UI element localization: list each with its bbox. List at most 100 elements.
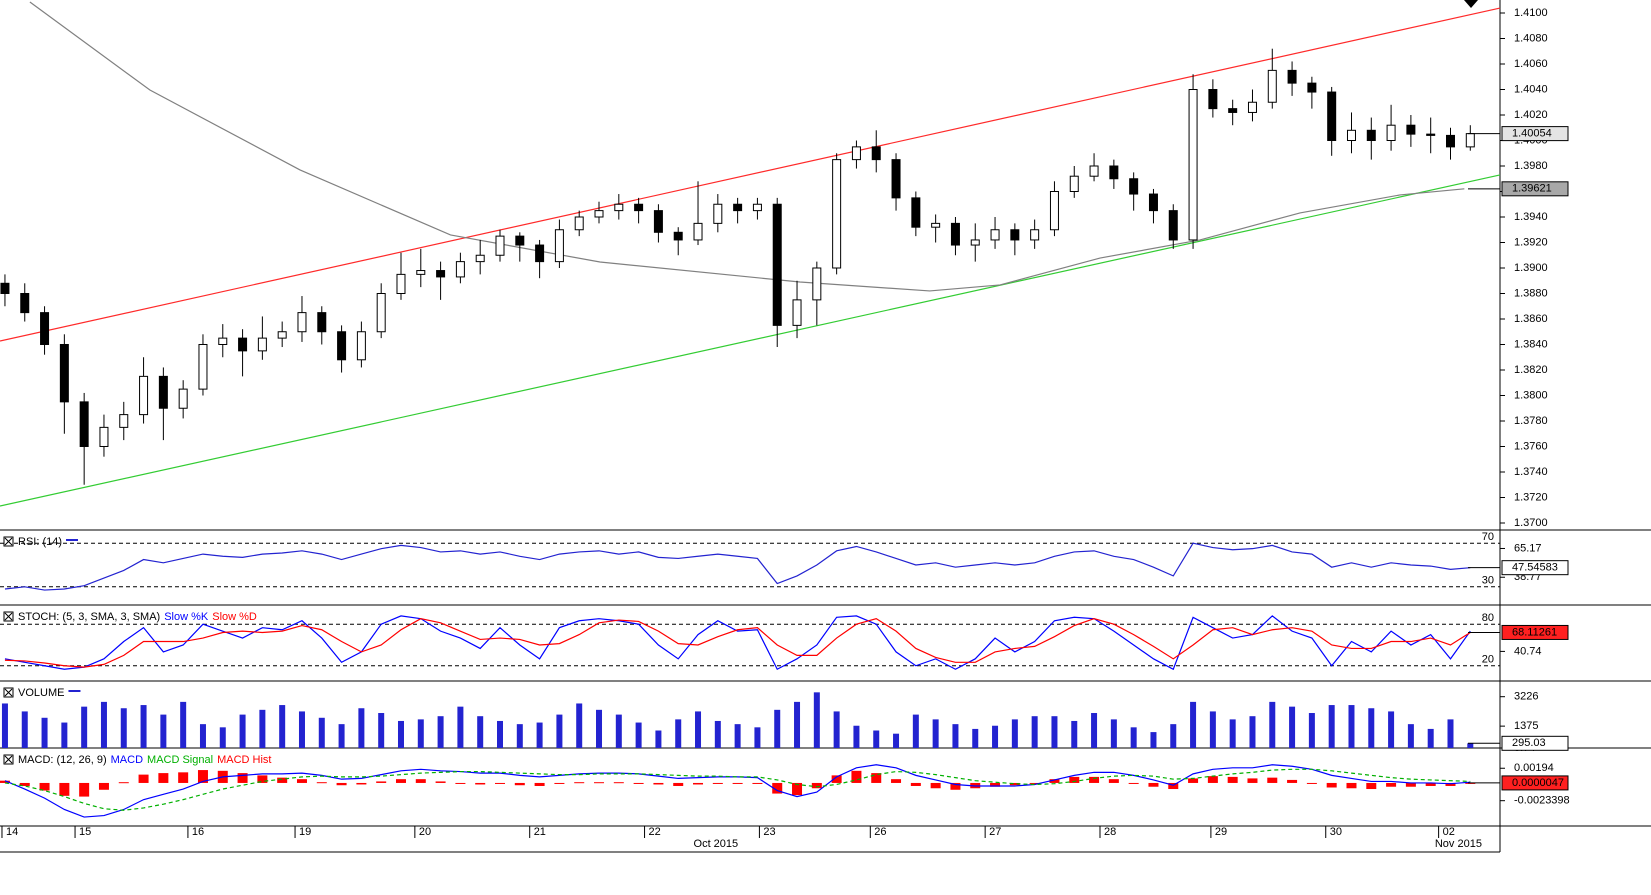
- volume-bar: [615, 714, 622, 748]
- y-tick-label: 1.4100: [1514, 7, 1548, 19]
- level-label: 70: [1482, 531, 1494, 543]
- hist-bar: [1168, 782, 1179, 790]
- series-line: [4, 618, 1471, 668]
- volume-bar: [714, 720, 721, 748]
- hist-bar: [1366, 782, 1377, 790]
- volume-bar: [1091, 713, 1098, 748]
- candle-body: [1208, 89, 1218, 110]
- hist-bar: [79, 782, 90, 797]
- volume-bar: [774, 709, 781, 748]
- hist-bar: [732, 782, 743, 784]
- volume-bar: [853, 725, 860, 748]
- volume-bar: [754, 727, 761, 748]
- candle-body: [1030, 229, 1040, 241]
- x-tick-label: 16: [192, 826, 204, 838]
- panel-header: MACD: (12, 26, 9) MACD MACD Signal MACD His…: [18, 754, 271, 766]
- hist-bar: [277, 777, 288, 783]
- panel-toggle-cross: [4, 537, 13, 546]
- y-tick-label: 3226: [1514, 691, 1538, 703]
- candle-body: [535, 244, 545, 263]
- hist-bar: [19, 782, 30, 786]
- volume-bar: [734, 724, 741, 748]
- candle-body: [158, 375, 168, 409]
- hist-bar: [1445, 782, 1456, 786]
- hist-bar: [39, 782, 50, 791]
- volume-bar: [1170, 724, 1177, 748]
- volume-bar: [1368, 708, 1375, 748]
- candle-body: [337, 331, 347, 361]
- y-tick-label: -0.0023398: [1514, 795, 1570, 807]
- candle-body: [1346, 129, 1356, 142]
- last-value-label: 1.40054: [1512, 128, 1552, 140]
- volume-bar: [596, 709, 603, 748]
- hist-bar: [0, 780, 10, 783]
- hist-bar: [1247, 778, 1258, 783]
- candle-body: [752, 203, 762, 212]
- volume-bar: [1071, 720, 1078, 748]
- panel-header: STOCH: (5, 3, SMA, 3, SMA) Slow %K Slow %D: [18, 611, 257, 623]
- candle-body: [317, 312, 327, 333]
- hist-bar: [752, 782, 763, 784]
- volume-bar: [516, 724, 523, 748]
- volume-bar: [41, 717, 48, 748]
- y-tick-label: 1.3820: [1514, 364, 1548, 376]
- candle-body: [416, 270, 426, 275]
- volume-bar: [1051, 716, 1058, 748]
- volume-bar: [1328, 705, 1335, 748]
- legend-entry: MACD Signal: [147, 754, 213, 766]
- volume-bar: [1289, 706, 1296, 748]
- candle-body: [356, 331, 366, 361]
- candle-body: [1069, 175, 1079, 192]
- hist-bar: [534, 782, 545, 786]
- volume-bar: [833, 711, 840, 748]
- hist-bar: [613, 782, 624, 784]
- hist-bar: [792, 782, 803, 796]
- last-value-label: 295.03: [1512, 737, 1546, 749]
- candle-body: [257, 337, 267, 352]
- hist-bar: [435, 781, 446, 783]
- volume-bar: [635, 722, 642, 748]
- x-tick-label: 29: [1215, 826, 1227, 838]
- volume-bar: [794, 701, 801, 748]
- hist-bar: [158, 773, 169, 783]
- candle-body: [931, 222, 941, 228]
- candle-body: [772, 203, 782, 326]
- volume-bar: [813, 692, 820, 748]
- volume-bar: [1229, 719, 1236, 748]
- candle-body: [1445, 134, 1455, 148]
- candle-body: [614, 203, 624, 212]
- candle-body: [1327, 91, 1337, 142]
- hist-bar: [197, 770, 208, 783]
- candle-body: [1426, 133, 1436, 136]
- hist-bar: [178, 772, 189, 783]
- hist-bar: [1326, 782, 1337, 788]
- y-tick-label: 1.3840: [1514, 338, 1548, 350]
- hist-bar: [554, 782, 565, 784]
- volume-bar: [397, 720, 404, 748]
- candle-body: [99, 426, 109, 447]
- candle-body: [1267, 69, 1277, 103]
- last-value-box: [1501, 624, 1569, 640]
- y-tick-label: 1.3700: [1514, 517, 1548, 529]
- y-tick-label: 1.4080: [1514, 32, 1548, 44]
- candle-body: [139, 375, 149, 416]
- volume-bar: [378, 713, 385, 748]
- y-tick-label: 1.4040: [1514, 83, 1548, 95]
- hist-bar: [495, 782, 505, 784]
- candle-body: [1049, 190, 1059, 231]
- candle-body: [851, 146, 861, 161]
- x-tick-label: 27: [989, 826, 1001, 838]
- candle-body: [1148, 193, 1158, 212]
- hist-bar: [1009, 782, 1020, 786]
- x-tick-label: 26: [874, 826, 886, 838]
- hist-bar: [693, 782, 704, 785]
- last-value-box: [1501, 560, 1569, 576]
- volume-bar: [437, 716, 444, 748]
- volume-bar: [298, 711, 305, 748]
- candle-body: [950, 222, 960, 246]
- hist-bar: [891, 779, 902, 783]
- candle-body: [574, 216, 584, 231]
- volume-bar: [893, 733, 900, 748]
- hist-bar: [772, 782, 783, 794]
- volume-bar: [417, 719, 424, 748]
